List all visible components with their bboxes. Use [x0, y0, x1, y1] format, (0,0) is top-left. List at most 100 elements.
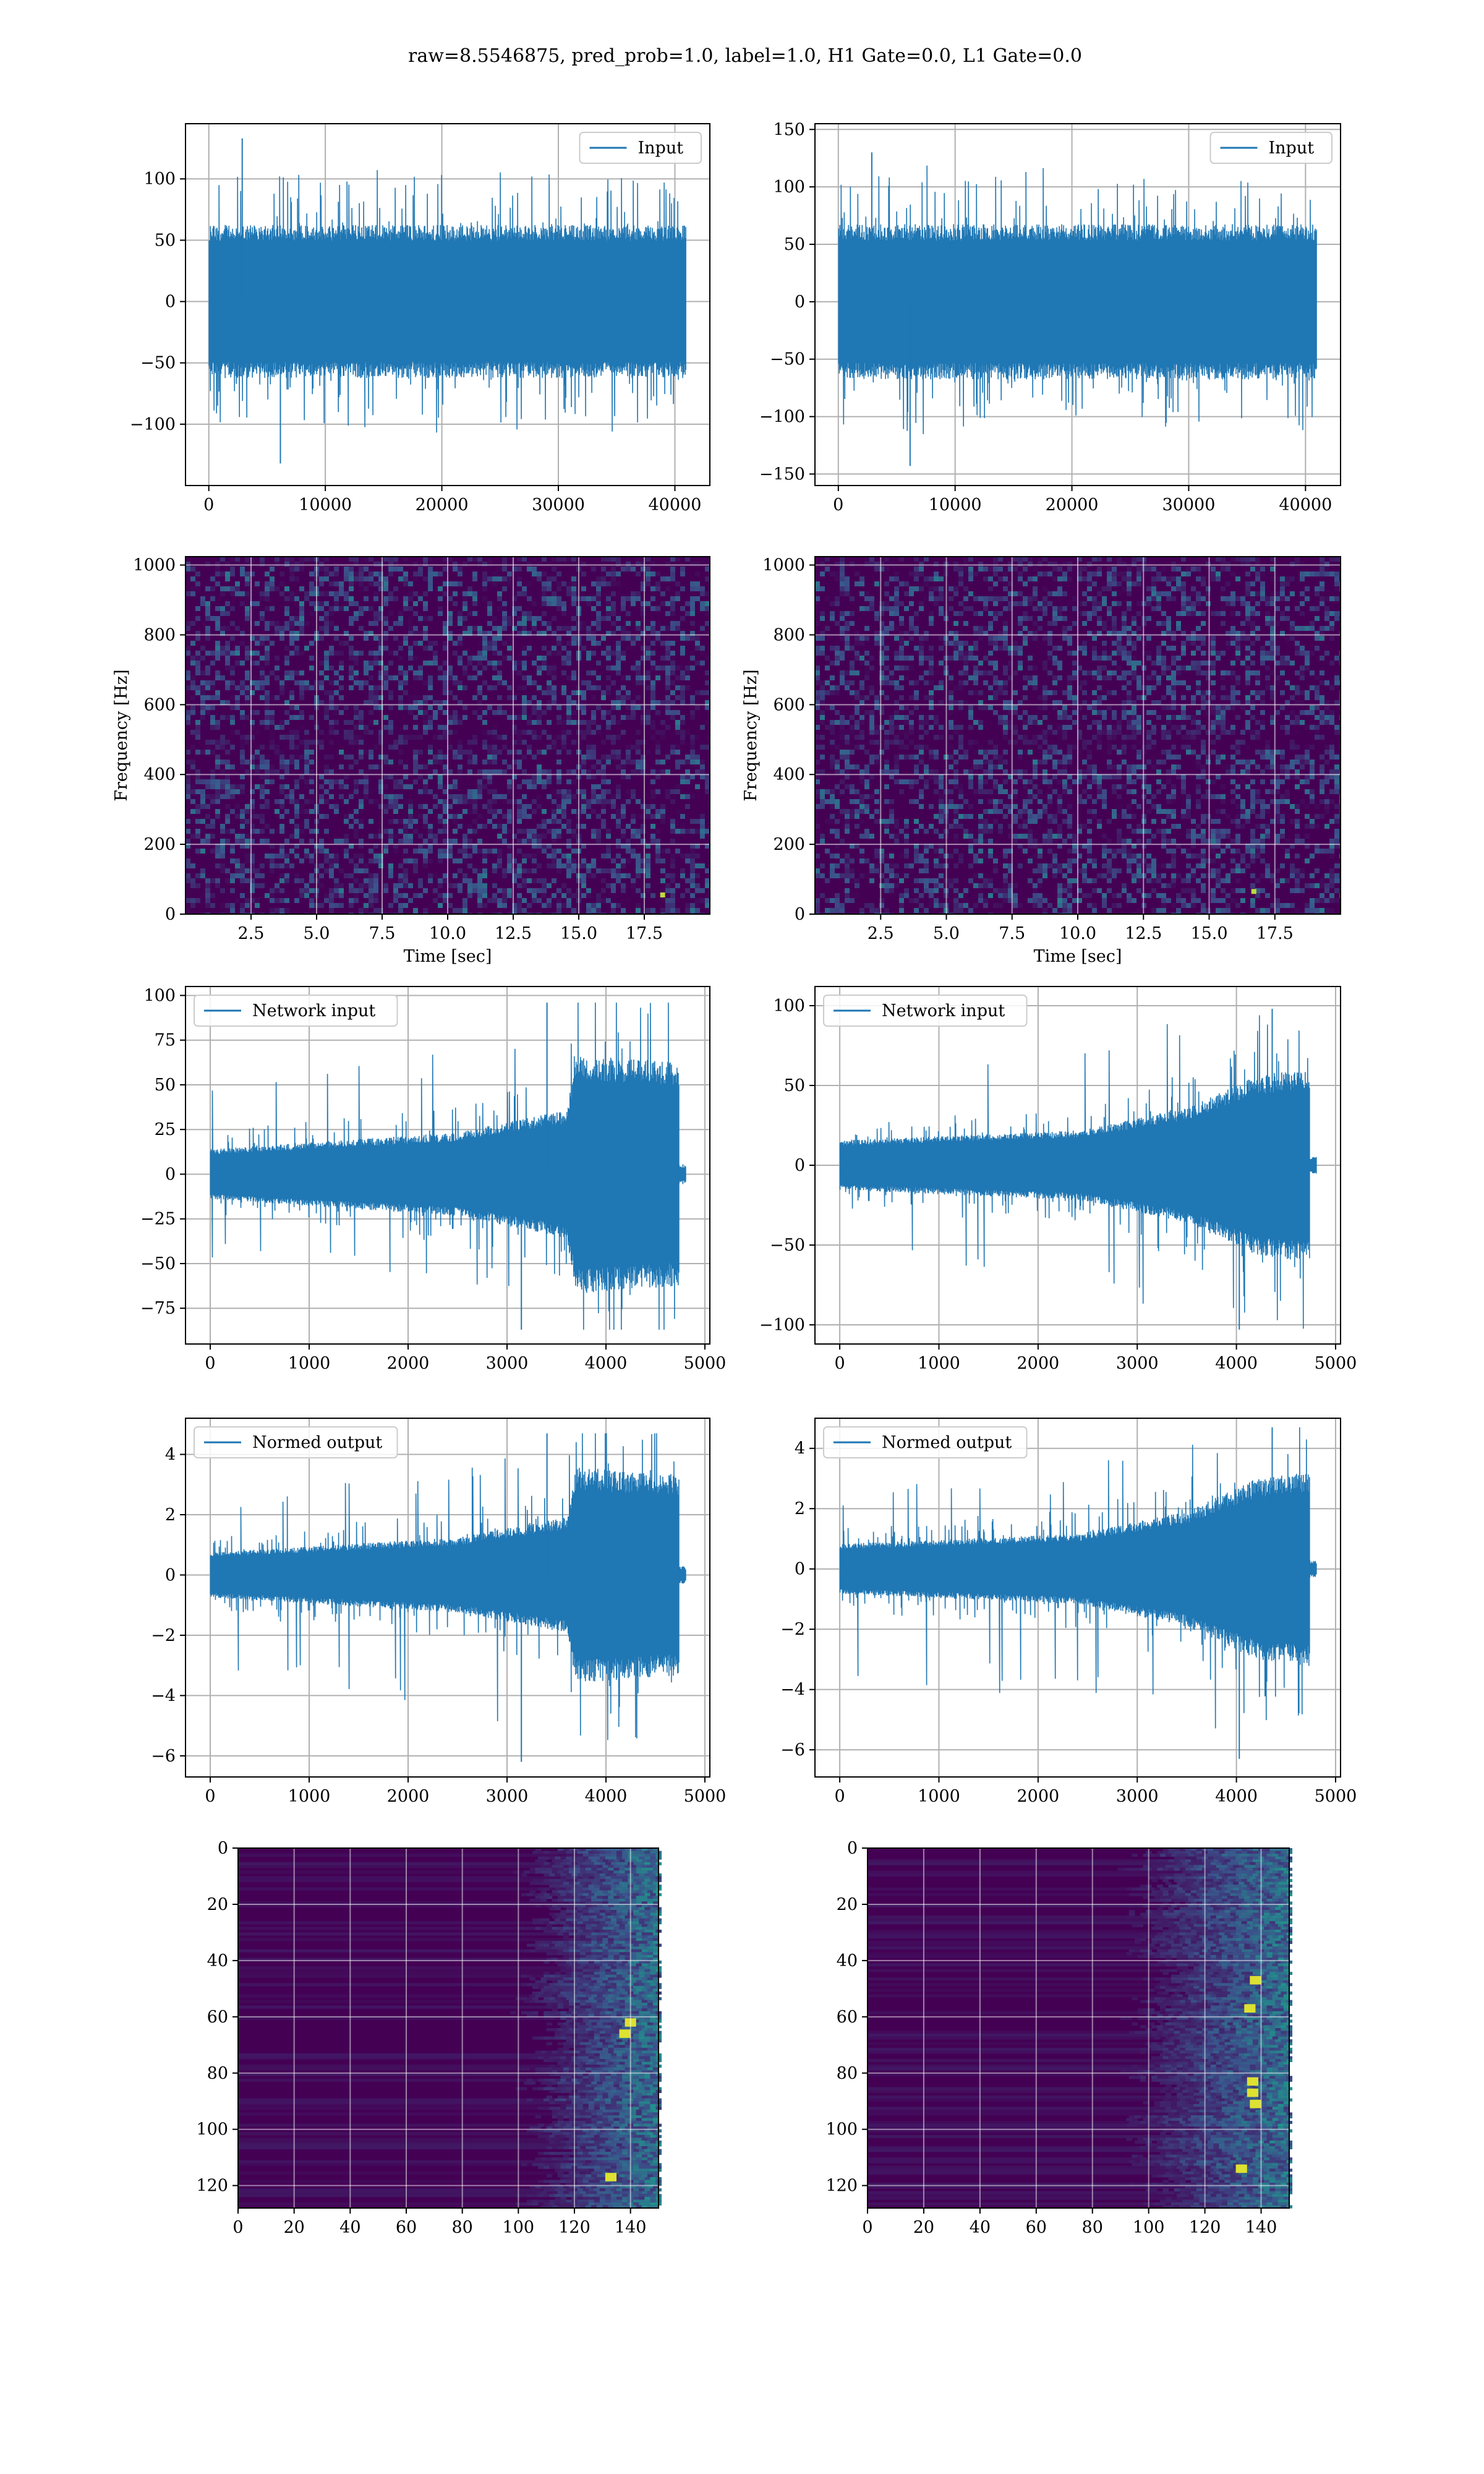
spectrogram-cell	[205, 814, 210, 819]
spectrogram-cell	[195, 725, 200, 730]
spectrogram-cell	[294, 873, 299, 878]
spectrogram-cell	[835, 646, 840, 651]
spectrogram-cell	[1255, 591, 1260, 596]
spectrogram-cell	[349, 666, 354, 670]
subplot-input-l1: 0 10000 20000 30000 40000−150−100−5005010015…	[759, 120, 1341, 515]
spectrogram-cell	[581, 720, 586, 725]
spectrogram-cell	[581, 858, 586, 863]
spectrogram-cell	[547, 596, 552, 601]
spectrogram-cell	[680, 720, 685, 725]
spectrogram-cell	[502, 745, 507, 750]
spectrogram-cell	[349, 888, 354, 893]
spectrogram-cell	[1003, 626, 1008, 631]
spectrogram-cell	[611, 700, 616, 705]
spectrogram-cell	[899, 601, 904, 606]
spectrogram-cell	[665, 898, 670, 903]
spectrogram-cell	[250, 571, 255, 576]
spectrogram-cell	[299, 606, 304, 611]
spectrogram-cell	[186, 626, 190, 631]
spectrogram-cell	[646, 576, 650, 581]
spectrogram-cell	[1191, 631, 1196, 636]
spectrogram-cell	[467, 809, 472, 814]
spectrogram-cell	[1122, 611, 1127, 616]
spectrogram-cell	[978, 562, 983, 567]
spectrogram-cell	[655, 774, 660, 779]
spectrogram-cell	[552, 814, 556, 819]
spectrogram-cell	[294, 760, 299, 764]
spectrogram-cell	[899, 695, 904, 700]
spectrogram-cell	[200, 601, 205, 606]
spectrogram-cell	[963, 596, 968, 601]
spectrogram-cell	[1033, 576, 1038, 581]
spectrogram-cell	[190, 720, 195, 725]
spectrogram-cell	[324, 611, 329, 616]
spectrogram-cell	[1003, 576, 1008, 581]
spectrogram-cell	[403, 883, 408, 888]
spectrogram-cell	[324, 631, 329, 636]
spectrogram-cell	[1072, 666, 1077, 670]
spectrogram-cell	[512, 695, 517, 700]
spectrogram-cell	[840, 611, 845, 616]
spectrogram-cell	[1018, 631, 1023, 636]
spectrogram-cell	[1181, 581, 1186, 586]
spectrogram-cell	[383, 631, 388, 636]
spectrogram-cell	[299, 755, 304, 760]
spectrogram-cell	[705, 779, 710, 784]
spectrogram-cell	[1285, 641, 1290, 646]
spectrogram-cell	[1028, 675, 1033, 680]
spectrogram-cell	[815, 581, 820, 586]
spectrogram-cell	[670, 656, 675, 661]
spectrogram-cell	[230, 636, 235, 641]
spectrogram-cell	[334, 571, 339, 576]
spectrogram-cell	[650, 571, 655, 576]
spectrogram-cell	[403, 839, 408, 844]
spectrogram-cell	[939, 670, 944, 675]
spectrogram-cell	[1305, 666, 1310, 670]
spectrogram-cell	[665, 680, 670, 685]
spectrogram-cell	[1077, 576, 1082, 581]
spectrogram-cell	[542, 779, 547, 784]
spectrogram-cell	[477, 705, 482, 710]
spectrogram-cell	[665, 646, 670, 651]
spectrogram-cell	[586, 626, 591, 631]
spectrogram-cell	[581, 735, 586, 740]
spectrogram-cell	[413, 755, 418, 760]
spectrogram-cell	[487, 760, 492, 764]
spectrogram-cell	[1136, 661, 1141, 666]
spectrogram-cell	[621, 829, 626, 834]
spectrogram-cell	[225, 626, 230, 631]
spectrogram-cell	[522, 730, 527, 735]
spectrogram-cell	[467, 878, 472, 883]
spectrogram-cell	[1146, 616, 1151, 621]
spectrogram-cell	[443, 789, 448, 794]
spectrogram-cell	[571, 581, 576, 586]
spectrogram-cell	[210, 705, 215, 710]
spectrogram-cell	[1112, 591, 1117, 596]
spectrogram-cell	[695, 829, 700, 834]
spectrogram-cell	[369, 730, 373, 735]
spectrogram-cell	[1191, 661, 1196, 666]
spectrogram-cell	[443, 685, 448, 690]
spectrogram-cell	[408, 596, 413, 601]
spectrogram-cell	[889, 562, 894, 567]
spectrogram-cell	[383, 675, 388, 680]
spectrogram-cell	[998, 646, 1003, 651]
spectrogram-cell	[324, 557, 329, 562]
spectrogram-cell	[1087, 670, 1092, 675]
spectrogram-cell	[552, 601, 556, 606]
spectrogram-cell	[324, 576, 329, 581]
spectrogram-cell	[566, 863, 571, 868]
spectrogram-cell	[695, 769, 700, 774]
spectrogram-cell	[700, 725, 705, 730]
spectrogram-cell	[1087, 695, 1092, 700]
spectrogram-cell	[487, 789, 492, 794]
spectrogram-cell	[859, 661, 864, 666]
spectrogram-cell	[690, 656, 695, 661]
spectrogram-cell	[1181, 606, 1186, 611]
spectrogram-cell	[556, 779, 561, 784]
spectrogram-cell	[1043, 596, 1047, 601]
spectrogram-cell	[1151, 591, 1156, 596]
spectrogram-cell	[705, 680, 710, 685]
spectrogram-cell	[275, 586, 279, 591]
spectrogram-cell	[527, 834, 532, 839]
